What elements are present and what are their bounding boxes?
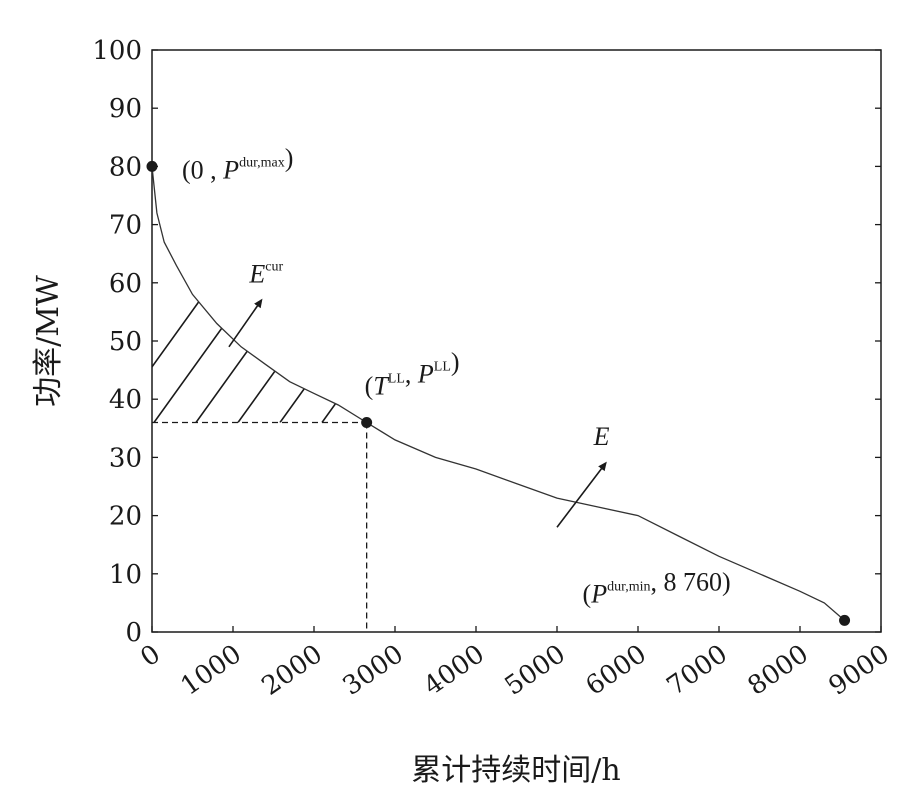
y-tick-label: 80 xyxy=(109,152,142,182)
x-tick-label: 5000 xyxy=(500,639,571,702)
x-tick-label: 3000 xyxy=(338,639,409,702)
data-point-marker xyxy=(361,416,373,428)
point-annotation: (Pdur,min, 8 760) xyxy=(583,567,731,608)
point-annotation: (0 , Pdur,max) xyxy=(182,143,293,184)
y-tick-label: 0 xyxy=(125,618,142,648)
area-label: E xyxy=(593,422,610,451)
x-tick-label: 1000 xyxy=(176,639,247,702)
hatch-line xyxy=(490,102,720,422)
hatch-line xyxy=(574,102,804,422)
point-annotation: (TLL, PLL) xyxy=(365,347,460,400)
data-point-marker xyxy=(839,614,851,626)
y-tick-label: 60 xyxy=(109,269,142,299)
hatch-line xyxy=(532,102,762,422)
y-tick-label: 10 xyxy=(109,560,142,590)
hatch-line xyxy=(616,102,846,422)
x-tick-label: 7000 xyxy=(662,639,733,702)
x-tick-label: 9000 xyxy=(824,639,895,702)
plot-frame xyxy=(151,49,882,633)
x-tick-label: 2000 xyxy=(257,639,328,702)
y-tick-label: 50 xyxy=(109,327,142,357)
y-tick-label: 20 xyxy=(109,502,142,532)
y-tick-label: 40 xyxy=(109,385,142,415)
y-tick-label: 100 xyxy=(92,36,142,66)
x-tick-label: 8000 xyxy=(743,639,814,702)
y-tick-label: 90 xyxy=(109,94,142,124)
y-tick-label: 70 xyxy=(109,211,142,241)
shaded-region xyxy=(152,102,888,423)
x-axis-title: 累计持续时间/h xyxy=(411,753,620,788)
duration-curve xyxy=(151,166,845,621)
y-axis-title: 功率/MW xyxy=(31,275,66,407)
hatch-line xyxy=(658,102,888,422)
hatch-line xyxy=(448,102,678,422)
x-tick-label: 6000 xyxy=(581,639,652,702)
area-arrow xyxy=(228,298,263,348)
x-tick-label: 4000 xyxy=(419,639,490,702)
area-label: Ecur xyxy=(248,259,283,288)
hatch-line xyxy=(152,166,343,423)
data-point-marker xyxy=(146,160,158,172)
area-arrow xyxy=(556,461,607,528)
y-tick-label: 30 xyxy=(109,443,142,473)
